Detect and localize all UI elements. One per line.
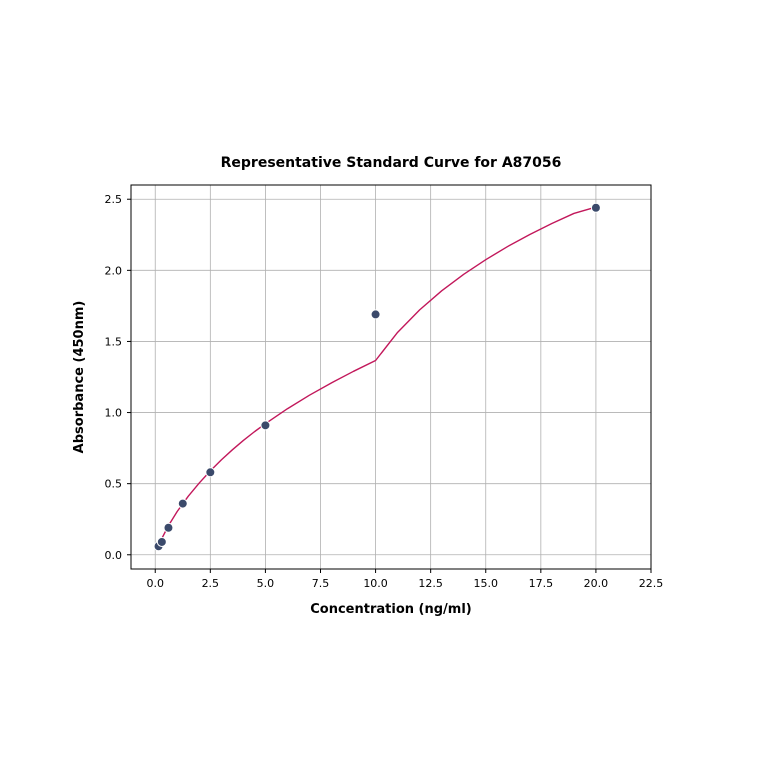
data-point (206, 468, 215, 477)
x-axis-label: Concentration (ng/ml) (310, 602, 471, 617)
x-tick-label: 0.0 (146, 577, 164, 590)
data-point (178, 499, 187, 508)
chart-container: 0.0 2.5 5.0 7.5 10.0 12.5 15.0 17.5 20.0 22.5 0.0 0… (0, 0, 764, 764)
y-axis-label: Absorbance (450nm) (72, 301, 87, 454)
x-tick-label: 10.0 (363, 577, 388, 590)
x-tick-label: 20.0 (584, 577, 609, 590)
data-point (261, 421, 270, 430)
x-tick-label: 15.0 (473, 577, 498, 590)
y-tick-label: 2.0 (105, 264, 123, 277)
x-tick-label: 17.5 (529, 577, 554, 590)
plot-area (131, 185, 651, 569)
data-point (591, 203, 600, 212)
x-tick-label: 7.5 (312, 577, 330, 590)
x-tick-label: 2.5 (202, 577, 220, 590)
y-tick-label: 1.5 (105, 335, 123, 348)
y-tick-label: 0.0 (105, 549, 123, 562)
x-tick-label: 5.0 (257, 577, 275, 590)
x-tick-label: 22.5 (639, 577, 664, 590)
y-tick-label: 0.5 (105, 478, 123, 491)
data-point (164, 523, 173, 532)
chart-title: Representative Standard Curve for A87056 (221, 155, 562, 171)
standard-curve-chart: 0.0 2.5 5.0 7.5 10.0 12.5 15.0 17.5 20.0 22.5 0.0 0… (0, 0, 764, 764)
y-tick-label: 2.5 (105, 193, 123, 206)
data-point (157, 537, 166, 546)
y-tick-label: 1.0 (105, 407, 123, 420)
x-tick-label: 12.5 (418, 577, 443, 590)
data-point (371, 310, 380, 319)
